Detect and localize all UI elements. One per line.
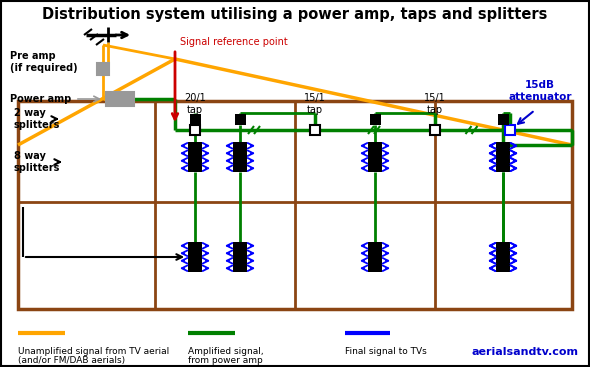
- Bar: [233, 142, 247, 172]
- Text: Amplified signal,: Amplified signal,: [188, 347, 264, 356]
- Bar: [106, 92, 134, 106]
- Bar: [496, 142, 510, 172]
- Bar: [496, 242, 510, 272]
- Bar: [188, 242, 202, 272]
- Text: Pre amp
(if required): Pre amp (if required): [10, 51, 78, 73]
- Text: 15/1
tap: 15/1 tap: [424, 93, 446, 115]
- Text: Signal reference point: Signal reference point: [180, 37, 288, 47]
- Bar: [188, 142, 202, 172]
- Text: from power amp: from power amp: [188, 356, 263, 365]
- Text: 15dB
attenuator: 15dB attenuator: [508, 80, 572, 102]
- Text: aerialsandtv.com: aerialsandtv.com: [471, 347, 578, 357]
- Bar: [497, 113, 509, 124]
- Text: 20/1
tap: 20/1 tap: [184, 93, 206, 115]
- Bar: [368, 242, 382, 272]
- Bar: [189, 113, 201, 124]
- Bar: [234, 113, 245, 124]
- Bar: [369, 113, 381, 124]
- Bar: [430, 125, 440, 135]
- Bar: [497, 113, 509, 124]
- Text: 2 way
splitters: 2 way splitters: [14, 108, 60, 130]
- Bar: [190, 125, 200, 135]
- Text: 15/1
tap: 15/1 tap: [304, 93, 326, 115]
- Bar: [496, 242, 510, 272]
- Text: (and/or FM/DAB aerials): (and/or FM/DAB aerials): [18, 356, 125, 365]
- Text: Final signal to TVs: Final signal to TVs: [345, 347, 427, 356]
- Text: Power amp: Power amp: [10, 94, 71, 104]
- Bar: [505, 125, 515, 135]
- Text: Unamplified signal from TV aerial: Unamplified signal from TV aerial: [18, 347, 169, 356]
- Bar: [496, 142, 510, 172]
- Bar: [97, 63, 109, 75]
- Bar: [18, 101, 572, 309]
- Text: 8 way
splitters: 8 way splitters: [14, 151, 60, 173]
- Bar: [368, 142, 382, 172]
- Text: Distribution system utilising a power amp, taps and splitters: Distribution system utilising a power am…: [42, 7, 548, 22]
- Bar: [233, 242, 247, 272]
- Bar: [310, 125, 320, 135]
